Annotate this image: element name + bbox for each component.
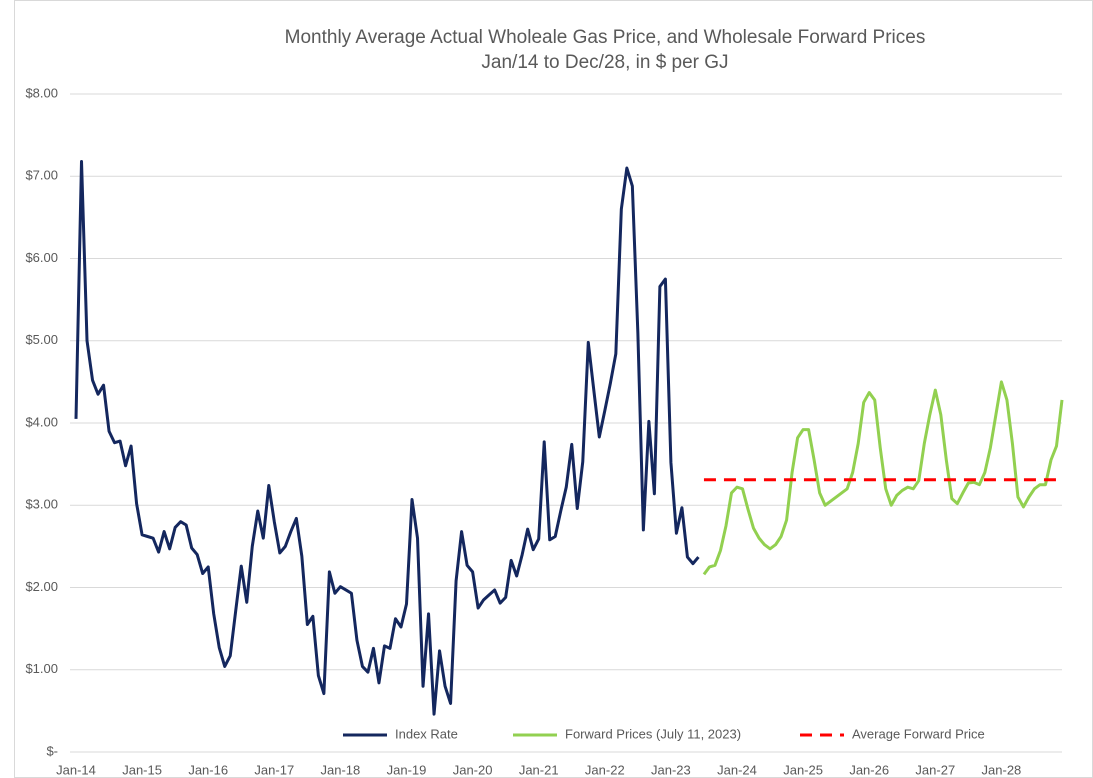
x-tick-label: Jan-18 bbox=[321, 762, 361, 777]
y-tick-label: $8.00 bbox=[25, 85, 58, 100]
x-tick-label: Jan-16 bbox=[188, 762, 228, 777]
x-tick-label: Jan-24 bbox=[717, 762, 757, 777]
y-tick-label: $7.00 bbox=[25, 168, 58, 183]
x-tick-label: Jan-26 bbox=[849, 762, 889, 777]
x-tick-label: Jan-27 bbox=[915, 762, 955, 777]
y-tick-label: $6.00 bbox=[25, 250, 58, 265]
x-tick-label: Jan-28 bbox=[982, 762, 1022, 777]
legend-label: Forward Prices (July 11, 2023) bbox=[565, 726, 741, 741]
x-tick-label: Jan-20 bbox=[453, 762, 493, 777]
y-tick-label: $2.00 bbox=[25, 579, 58, 594]
y-tick-label: $1.00 bbox=[25, 661, 58, 676]
legend-label: Average Forward Price bbox=[852, 726, 985, 741]
x-tick-label: Jan-22 bbox=[585, 762, 625, 777]
y-tick-label: $5.00 bbox=[25, 332, 58, 347]
chart-border bbox=[14, 0, 1093, 778]
x-tick-label: Jan-21 bbox=[519, 762, 559, 777]
x-tick-label: Jan-17 bbox=[254, 762, 294, 777]
y-tick-label: $- bbox=[46, 743, 58, 758]
y-tick-label: $4.00 bbox=[25, 414, 58, 429]
x-tick-label: Jan-23 bbox=[651, 762, 691, 777]
y-tick-label: $3.00 bbox=[25, 497, 58, 512]
x-tick-label: Jan-25 bbox=[783, 762, 823, 777]
legend-label: Index Rate bbox=[395, 726, 458, 741]
x-tick-label: Jan-15 bbox=[122, 762, 162, 777]
x-tick-label: Jan-14 bbox=[56, 762, 96, 777]
chart-subtitle: Jan/14 to Dec/28, in $ per GJ bbox=[481, 52, 728, 73]
series-line bbox=[74, 159, 700, 716]
x-tick-label: Jan-19 bbox=[387, 762, 427, 777]
series-line bbox=[702, 380, 1064, 576]
chart-title: Monthly Average Actual Wholeale Gas Pric… bbox=[285, 27, 926, 48]
